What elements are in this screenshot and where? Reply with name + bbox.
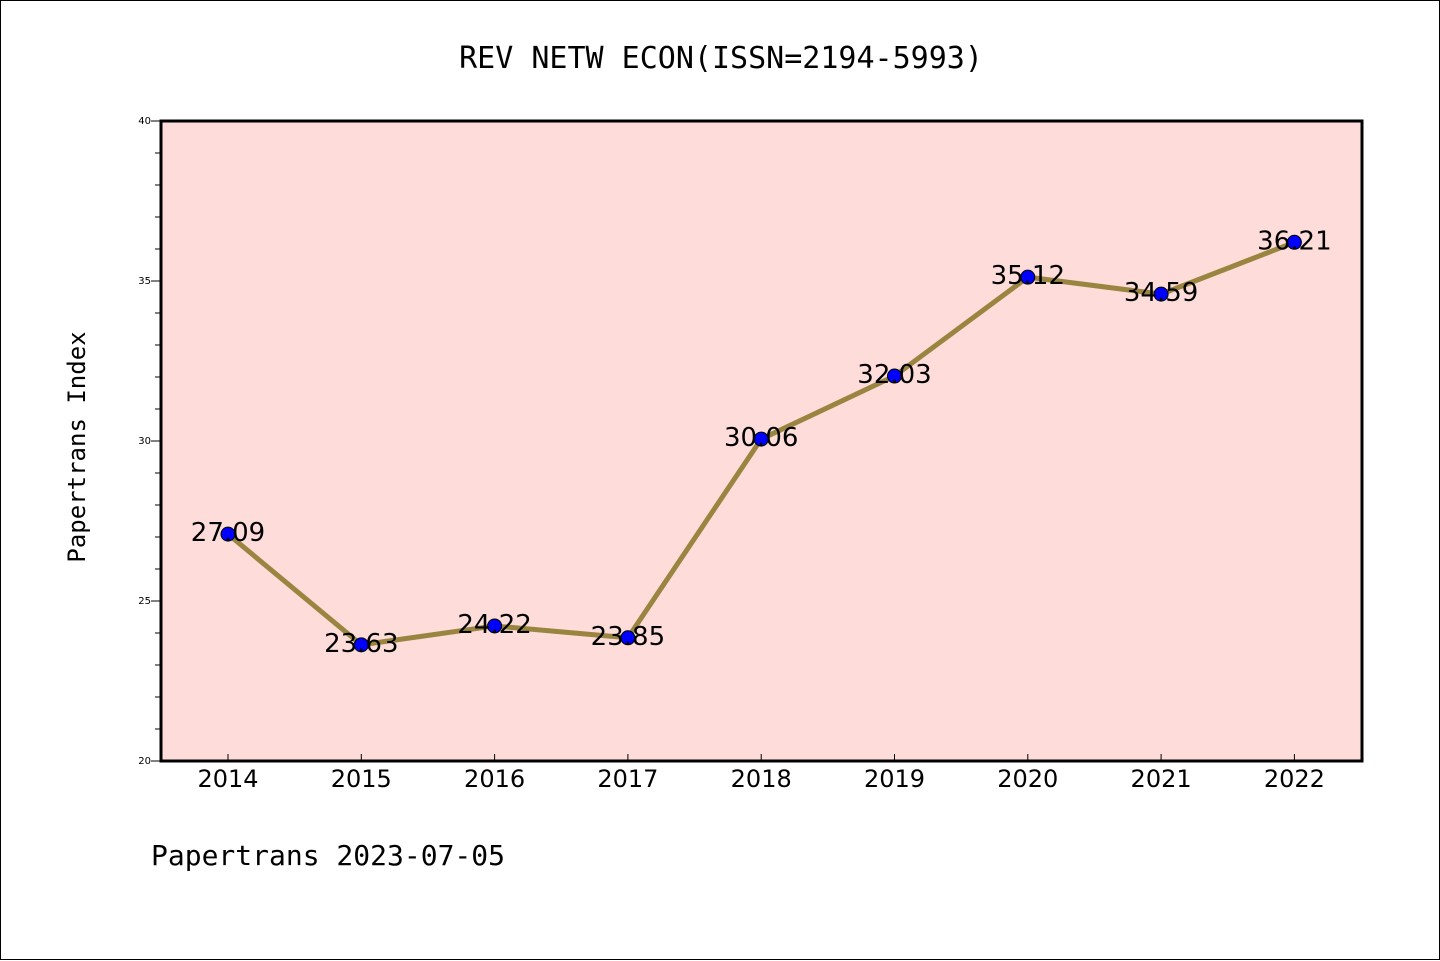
- x-axis: 2014 2015 2016 2017 2018 2019 2020 2021 2022: [197, 754, 1325, 793]
- x-tick-label: 2018: [731, 765, 792, 793]
- y-tick-label: 30: [138, 436, 151, 447]
- data-points: [220, 234, 1302, 653]
- data-label: 32.03: [857, 360, 931, 390]
- y-axis-label: Papertrans Index: [63, 331, 91, 562]
- data-labels: 27.09 23.63 24.22 23.85 30.06 32.03 35.12 34.59…: [191, 226, 1332, 659]
- data-point: [353, 637, 369, 653]
- y-axis: 20 25 30 35 40: [138, 116, 161, 767]
- data-point: [1020, 269, 1036, 285]
- data-label: 36.21: [1257, 226, 1331, 256]
- x-tick-label: 2016: [464, 765, 525, 793]
- chart-title: REV NETW ECON(ISSN=2194-5993): [459, 41, 983, 76]
- data-point: [1153, 286, 1169, 302]
- y-tick-label: 40: [138, 116, 151, 127]
- data-label: 23.63: [324, 629, 398, 659]
- x-tick-label: 2014: [197, 765, 258, 793]
- y-tick-label: 20: [138, 756, 151, 767]
- data-point: [1286, 234, 1302, 250]
- x-tick-label: 2019: [864, 765, 925, 793]
- x-tick-label: 2017: [597, 765, 658, 793]
- data-label: 23.85: [591, 622, 665, 652]
- y-tick-label: 25: [138, 596, 151, 607]
- data-point: [487, 618, 503, 634]
- x-tick-label: 2021: [1131, 765, 1192, 793]
- data-point: [753, 431, 769, 447]
- data-label: 35.12: [991, 261, 1065, 291]
- data-label: 27.09: [191, 518, 265, 548]
- y-tick-label: 35: [138, 276, 151, 287]
- data-point: [220, 526, 236, 542]
- x-tick-label: 2015: [331, 765, 392, 793]
- data-point: [620, 630, 636, 646]
- x-tick-label: 2020: [997, 765, 1058, 793]
- data-label: 34.59: [1124, 278, 1198, 308]
- data-label: 24.22: [457, 610, 531, 640]
- data-label: 30.06: [724, 423, 798, 453]
- data-point: [887, 368, 902, 384]
- x-tick-label: 2022: [1264, 765, 1325, 793]
- footer-text: Papertrans 2023-07-05: [151, 839, 505, 872]
